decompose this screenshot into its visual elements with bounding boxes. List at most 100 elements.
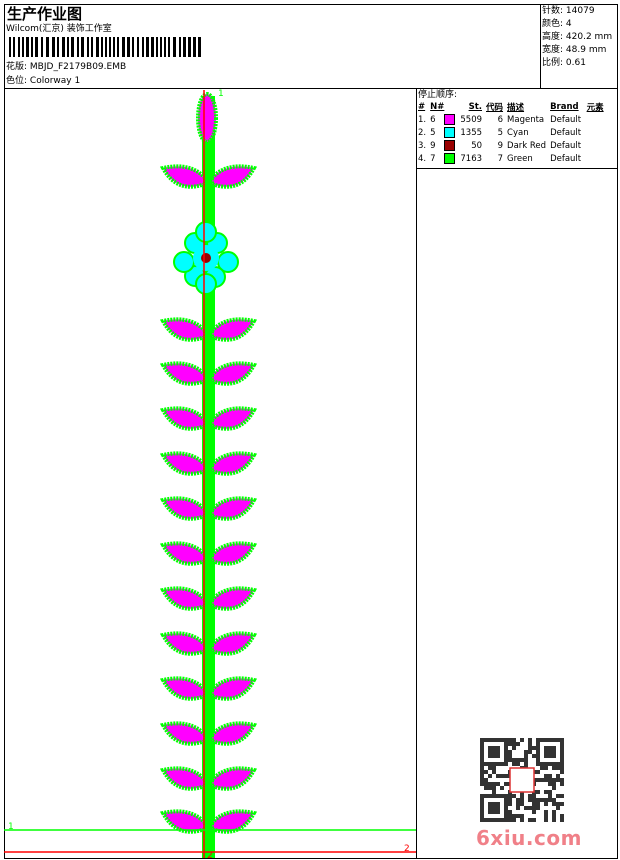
leaf bbox=[210, 164, 258, 189]
colorway: 色位: Colorway 1 bbox=[6, 75, 80, 87]
row-element bbox=[585, 113, 606, 126]
qr-module bbox=[560, 750, 564, 754]
barcode-bar bbox=[87, 37, 89, 57]
qr-module bbox=[488, 782, 492, 786]
qr-module bbox=[556, 802, 560, 806]
leaf bbox=[159, 164, 207, 189]
info-list: 针数: 14079 颜色: 4 高度: 420.2 mm 宽度: 48.9 mm… bbox=[542, 5, 612, 69]
qr-module bbox=[512, 738, 516, 742]
qr-module bbox=[536, 802, 540, 806]
qr-module bbox=[536, 770, 540, 774]
qr-module bbox=[552, 778, 556, 782]
leaf bbox=[159, 361, 207, 386]
leaf bbox=[159, 721, 207, 746]
qr-module bbox=[480, 798, 484, 802]
qr-module bbox=[488, 786, 492, 790]
row-index: 1. bbox=[418, 114, 427, 125]
qr-module bbox=[544, 802, 548, 806]
qr-module bbox=[524, 762, 528, 766]
row-needle: 7 bbox=[428, 152, 458, 165]
qr-module bbox=[496, 750, 500, 754]
qr-module bbox=[516, 742, 520, 746]
row-stitches: 5509 bbox=[460, 114, 483, 125]
barcode-bar bbox=[160, 37, 162, 57]
qr-module bbox=[552, 750, 556, 754]
qr-module bbox=[520, 738, 524, 742]
qr-module bbox=[500, 774, 504, 778]
needle-number: 5 bbox=[430, 128, 436, 138]
row-index: 2. bbox=[418, 127, 427, 138]
qr-module bbox=[528, 738, 532, 742]
qr-module bbox=[496, 794, 500, 798]
barcode-bar bbox=[26, 37, 29, 57]
barcode-bar bbox=[46, 37, 49, 57]
qr-module bbox=[480, 774, 484, 778]
leaf bbox=[210, 317, 258, 342]
qr-module bbox=[536, 778, 540, 782]
qr-module bbox=[504, 806, 508, 810]
leaf bbox=[159, 406, 207, 431]
qr-module bbox=[480, 794, 484, 798]
qr-module bbox=[524, 754, 528, 758]
leaf bbox=[210, 766, 258, 791]
qr-module bbox=[532, 754, 536, 758]
qr-module bbox=[552, 766, 556, 770]
qr-module bbox=[560, 770, 564, 774]
qr-module bbox=[508, 814, 512, 818]
qr-module bbox=[556, 738, 560, 742]
row-description: Green bbox=[507, 153, 533, 164]
qr-module bbox=[556, 762, 560, 766]
qr-module bbox=[508, 794, 512, 798]
qr-module bbox=[512, 814, 516, 818]
qr-module bbox=[544, 750, 548, 754]
qr-module bbox=[544, 778, 548, 782]
bud bbox=[196, 92, 218, 144]
qr-module bbox=[492, 750, 496, 754]
barcode-bar bbox=[101, 37, 103, 57]
qr-module bbox=[504, 802, 508, 806]
barcode-bar bbox=[151, 37, 154, 57]
qr-module bbox=[512, 742, 516, 746]
row-needle: 6 bbox=[428, 113, 458, 126]
barcode-bar bbox=[71, 37, 74, 57]
qr-module bbox=[504, 818, 508, 822]
qr-module bbox=[548, 762, 552, 766]
qr-module bbox=[500, 762, 504, 766]
qr-module bbox=[556, 774, 560, 778]
color-swatch bbox=[443, 140, 455, 151]
barcode-bar bbox=[13, 37, 15, 57]
qr-module bbox=[544, 746, 548, 750]
needle-number: 9 bbox=[430, 141, 436, 151]
needle-number: 6 bbox=[430, 115, 436, 125]
qr-module bbox=[524, 758, 528, 762]
qr-module bbox=[544, 798, 548, 802]
qr-module bbox=[480, 758, 484, 762]
col-needle: N# bbox=[430, 102, 445, 112]
qr-module bbox=[544, 762, 548, 766]
row-needle: 5 bbox=[428, 126, 458, 139]
qr-module bbox=[504, 782, 508, 786]
qr-module bbox=[540, 766, 544, 770]
qr-module bbox=[552, 798, 556, 802]
qr-module bbox=[504, 754, 508, 758]
leaf bbox=[210, 809, 258, 834]
qr-module bbox=[556, 806, 560, 810]
qr-module bbox=[552, 818, 556, 822]
leaf bbox=[210, 586, 258, 611]
qr-module bbox=[488, 802, 492, 806]
qr-code bbox=[480, 738, 564, 822]
info-label: 比例: bbox=[542, 58, 564, 68]
qr-module bbox=[532, 818, 536, 822]
qr-module bbox=[480, 770, 484, 774]
qr-module bbox=[516, 806, 520, 810]
qr-module bbox=[520, 802, 524, 806]
qr-module bbox=[536, 746, 540, 750]
qr-module bbox=[536, 758, 540, 762]
row-brand: Default bbox=[550, 153, 582, 164]
info-value: 420.2 mm bbox=[565, 32, 613, 42]
qr-module bbox=[544, 774, 548, 778]
qr-module bbox=[500, 738, 504, 742]
qr-module bbox=[492, 738, 496, 742]
info-stitches: 针数: 14079 bbox=[542, 5, 612, 17]
barcode-bar bbox=[41, 37, 43, 57]
